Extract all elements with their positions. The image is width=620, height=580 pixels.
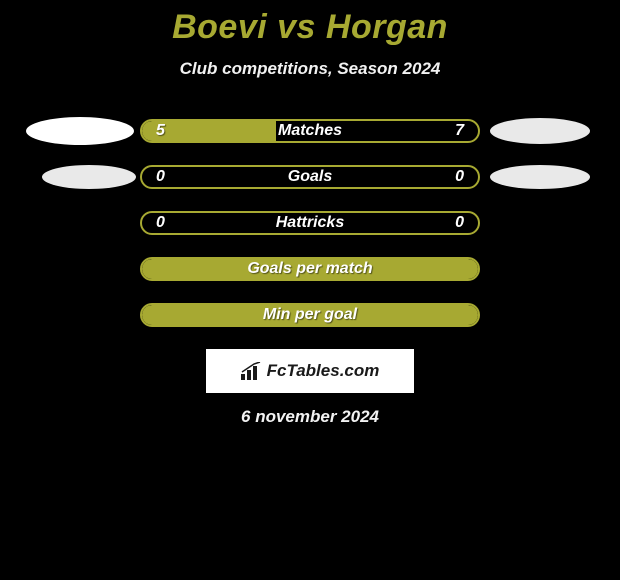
- logo-text: FcTables.com: [267, 361, 380, 381]
- stat-label: Goals per match: [142, 260, 478, 278]
- team-badge-left: [42, 165, 136, 189]
- stat-bar: 0Hattricks0: [140, 211, 480, 235]
- stat-bar: 0Goals0: [140, 165, 480, 189]
- right-badge-slot: [480, 165, 600, 189]
- stat-label: Goals: [142, 168, 478, 186]
- comparison-widget: Boevi vs Horgan Club competitions, Seaso…: [0, 0, 620, 427]
- stat-row: 5Matches7: [0, 119, 620, 143]
- right-badge-slot: [480, 118, 600, 144]
- stat-rows: 5Matches70Goals00Hattricks0Goals per mat…: [0, 119, 620, 327]
- stat-value-right: 0: [455, 214, 464, 232]
- stat-bar: 5Matches7: [140, 119, 480, 143]
- stat-row: 0Goals0: [0, 165, 620, 189]
- logo: FcTables.com: [241, 361, 380, 381]
- team-badge-right: [490, 118, 590, 144]
- stat-row: 0Hattricks0: [0, 211, 620, 235]
- page-title: Boevi vs Horgan: [0, 8, 620, 47]
- stat-label: Matches: [142, 122, 478, 140]
- team-badge-left: [26, 117, 134, 145]
- stat-row: Goals per match: [0, 257, 620, 281]
- stat-label: Hattricks: [142, 214, 478, 232]
- team-badge-right: [490, 165, 590, 189]
- logo-box[interactable]: FcTables.com: [206, 349, 414, 393]
- date-label: 6 november 2024: [0, 407, 620, 427]
- stat-value-right: 0: [455, 168, 464, 186]
- stat-value-right: 7: [455, 122, 464, 140]
- stat-bar: Goals per match: [140, 257, 480, 281]
- left-badge-slot: [20, 117, 140, 145]
- subtitle: Club competitions, Season 2024: [0, 59, 620, 79]
- stat-label: Min per goal: [142, 306, 478, 324]
- stat-row: Min per goal: [0, 303, 620, 327]
- chart-icon: [241, 362, 263, 380]
- stat-bar: Min per goal: [140, 303, 480, 327]
- left-badge-slot: [20, 165, 140, 189]
